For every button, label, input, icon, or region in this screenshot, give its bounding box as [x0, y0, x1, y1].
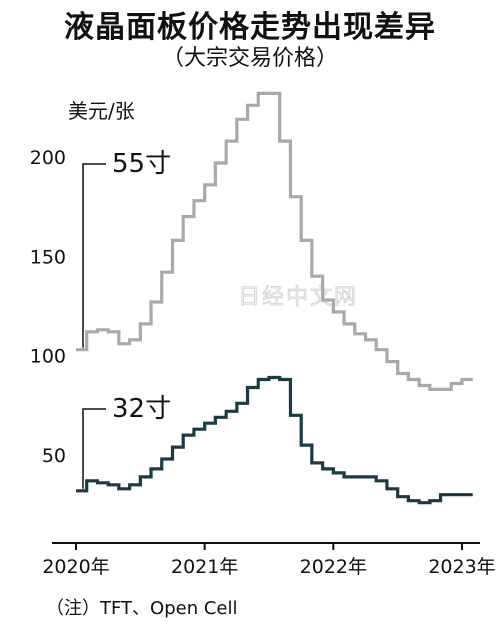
series-line: [76, 91, 473, 391]
footnote: （注）TFT、Open Cell: [46, 598, 238, 619]
chart-subtitle: （大宗交易价格）: [161, 46, 338, 71]
series-line: [76, 375, 473, 505]
y-tick-label: 50: [42, 445, 66, 467]
series-labels: 55寸 32寸: [82, 149, 171, 489]
y-axis: 50 100 150 200: [30, 147, 66, 467]
series-label: 32寸: [112, 394, 171, 424]
series-layer: [76, 91, 473, 505]
watermark: 日经中文网: [238, 285, 358, 310]
chart-title: 液晶面板价格走势出现差异: [64, 10, 436, 45]
series-label-leader: [82, 163, 106, 348]
x-tick-label: 2023年: [428, 556, 495, 578]
x-tick-label: 2020年: [42, 556, 109, 578]
series-label-leader: [82, 408, 106, 489]
y-tick-label: 200: [30, 147, 66, 169]
x-tick-label: 2022年: [300, 556, 367, 578]
x-tick-label: 2021年: [171, 556, 238, 578]
x-axis: 2020年 2021年 2022年 2023年: [42, 542, 496, 578]
y-axis-unit-label: 美元/张: [68, 99, 135, 123]
series-label: 55寸: [112, 149, 171, 179]
y-tick-label: 100: [30, 346, 66, 368]
y-tick-label: 150: [30, 246, 66, 268]
